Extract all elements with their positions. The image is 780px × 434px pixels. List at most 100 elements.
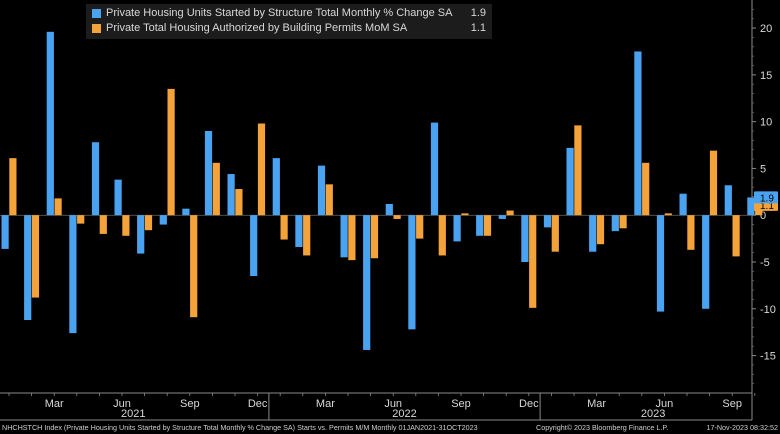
bar-starts <box>611 215 619 232</box>
footer: NHCHSTCH Index (Private Housing Units St… <box>0 422 780 434</box>
y-tick-label: 0 <box>760 210 766 222</box>
bar-starts <box>521 215 529 262</box>
legend-row-starts: Private Housing Units Started by Structu… <box>92 6 486 21</box>
bar-starts <box>114 179 122 216</box>
y-tick-label: -5 <box>760 257 770 269</box>
bar-starts <box>159 215 167 225</box>
bar-permits <box>99 215 107 234</box>
legend-swatch-permits <box>92 24 101 33</box>
bar-permits <box>190 215 198 318</box>
year-label: 2022 <box>392 408 416 420</box>
bar-permits <box>416 215 424 239</box>
bar-starts <box>317 165 326 216</box>
bar-permits <box>235 189 243 216</box>
bar-permits <box>31 215 40 298</box>
bar-starts <box>204 131 213 216</box>
bar-permits <box>709 150 718 216</box>
x-tick-label: Sep <box>722 398 742 410</box>
bar-permits <box>596 215 605 245</box>
y-tick-label: 20 <box>760 23 772 35</box>
bar-permits <box>325 184 333 216</box>
bar-starts <box>656 215 665 312</box>
x-tick-label: Mar <box>45 398 64 410</box>
x-tick-label: Jun <box>656 398 674 410</box>
bar-permits <box>393 215 401 219</box>
bar-permits <box>664 213 672 216</box>
bar-starts <box>679 193 687 216</box>
legend-row-permits: Private Total Housing Authorized by Buil… <box>92 21 486 36</box>
bar-starts <box>250 215 258 277</box>
bar-starts <box>589 215 597 252</box>
bar-starts <box>408 215 416 330</box>
bar-starts <box>46 31 54 216</box>
bar-starts <box>227 174 235 216</box>
bar-permits <box>483 215 492 236</box>
bar-starts <box>430 122 439 216</box>
bar-permits <box>370 215 379 259</box>
bar-starts <box>724 185 732 216</box>
bar-starts <box>747 197 755 216</box>
year-label: 2023 <box>641 408 665 420</box>
x-tick-label: Sep <box>180 398 200 410</box>
y-tick-label: -15 <box>760 351 776 363</box>
y-tick-label: -10 <box>760 304 776 316</box>
x-tick-label: Dec <box>519 398 539 410</box>
bar-starts <box>182 208 190 216</box>
bar-permits <box>348 215 356 261</box>
legend-value-starts: 1.9 <box>470 7 486 19</box>
bar-starts <box>634 51 642 216</box>
bar-permits <box>280 215 288 240</box>
bar-permits <box>9 158 17 216</box>
y-tick-label: 15 <box>760 70 772 82</box>
bar-permits <box>212 162 220 216</box>
bar-permits <box>438 215 446 256</box>
bar-permits <box>303 215 311 256</box>
bar-starts <box>91 142 100 216</box>
bar-starts <box>69 215 77 334</box>
bar-permits <box>167 88 175 216</box>
bar-permits <box>642 162 650 216</box>
bar-permits <box>506 210 514 216</box>
footer-copyright: Copyright© 2023 Bloomberg Finance L.P. <box>536 423 669 432</box>
legend-label-permits: Private Total Housing Authorized by Buil… <box>106 22 408 34</box>
last-value-tag-starts <box>754 191 778 204</box>
x-tick-label: Sep <box>451 398 471 410</box>
bar-starts <box>566 147 574 216</box>
bar-starts <box>340 215 348 258</box>
last-value-tag-permits-text: 1.1 <box>760 201 774 212</box>
bar-permits <box>619 215 627 229</box>
bar-permits <box>574 125 582 216</box>
bar-starts <box>385 203 393 216</box>
bar-starts <box>453 215 461 242</box>
legend: Private Housing Units Started by Structu… <box>86 4 492 39</box>
x-tick-label: Mar <box>587 398 606 410</box>
x-tick-label: Mar <box>316 398 335 410</box>
bar-starts <box>272 158 280 216</box>
x-tick-label: Jun <box>384 398 402 410</box>
bar-starts <box>702 215 710 309</box>
last-value-tag-starts-text: 1.9 <box>760 193 774 204</box>
year-label: 2021 <box>121 408 145 420</box>
bar-permits <box>77 215 85 224</box>
bar-starts <box>498 215 506 219</box>
bar-starts <box>476 215 484 236</box>
bar-starts <box>137 215 145 254</box>
bar-starts <box>1 215 9 249</box>
bar-permits <box>551 215 559 252</box>
legend-swatch-starts <box>92 9 101 18</box>
x-tick-label: Dec <box>248 398 268 410</box>
bar-starts <box>363 215 371 350</box>
footer-timestamp: 17-Nov-2023 08:32:52 <box>706 423 778 432</box>
bar-permits <box>122 215 130 236</box>
legend-value-permits: 1.1 <box>470 22 486 34</box>
bar-starts <box>24 215 32 321</box>
bar-permits <box>732 215 740 257</box>
y-tick-label: 5 <box>760 163 766 175</box>
footer-source: NHCHSTCH Index (Private Housing Units St… <box>2 423 478 432</box>
legend-label-starts: Private Housing Units Started by Structu… <box>106 7 453 19</box>
bar-starts <box>295 215 303 248</box>
bar-permits <box>687 215 695 250</box>
x-tick-label: Jun <box>113 398 131 410</box>
bar-starts <box>543 215 552 228</box>
bar-permits <box>461 213 469 216</box>
